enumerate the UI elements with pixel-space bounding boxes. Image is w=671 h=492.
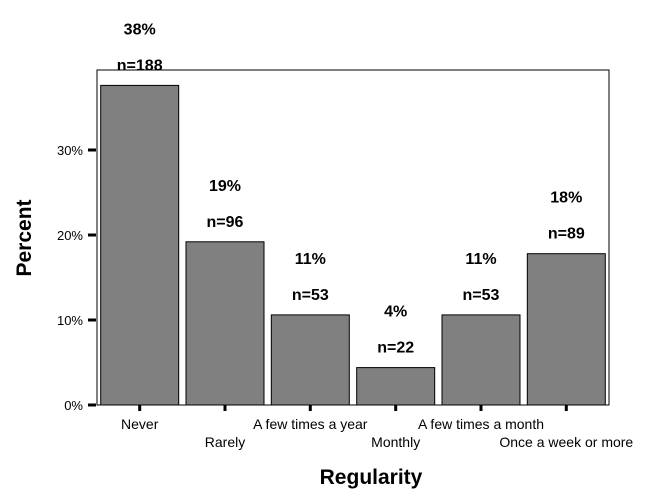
bar [441,314,521,406]
bar [526,253,606,406]
bar-percent-label: 18% [550,190,582,207]
y-tick-label: 20% [57,228,83,243]
bar-count-label: n=96 [207,214,244,231]
bar-percent-label: 19% [209,178,241,195]
x-tick-label: A few times a month [418,416,544,432]
x-tick-label: Monthly [371,434,420,450]
x-axis-title: Regularity [320,466,423,489]
bar-count-label: n=89 [548,226,585,243]
bar-count-label: n=53 [292,287,329,304]
bar-percent-label: 38% [124,21,156,38]
y-tick-label: 0% [64,398,83,413]
bar-count-label: n=53 [463,287,500,304]
x-tick-label: Once a week or more [499,434,633,450]
bar [356,367,436,406]
bar-percent-label: 4% [384,304,407,321]
y-tick-label: 30% [57,143,83,158]
bar [185,241,265,406]
y-tick-label: 10% [57,313,83,328]
bar [100,84,180,406]
bar-percent-label: 11% [295,251,326,268]
y-axis-title: Percent [13,199,36,276]
bar-count-label: n=188 [117,57,163,74]
x-tick-label: A few times a year [253,416,368,432]
x-tick-label: Rarely [205,434,245,450]
plot-frame [96,69,610,406]
x-tick-label: Never [121,416,159,432]
bar-percent-label: 11% [465,251,496,268]
bar [270,314,350,406]
bar-count-label: n=22 [377,340,414,357]
